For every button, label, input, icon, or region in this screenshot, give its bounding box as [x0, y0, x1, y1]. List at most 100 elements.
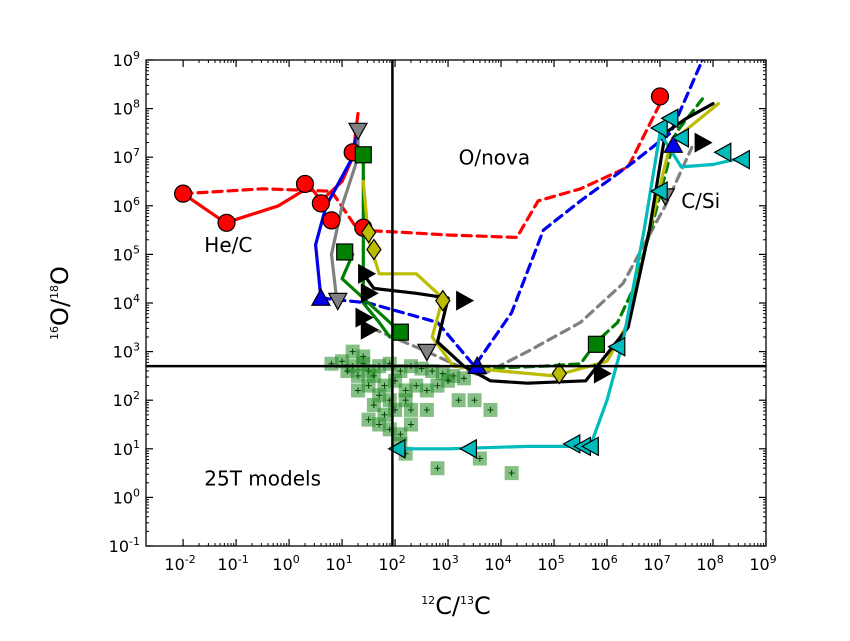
series-line-cyan-solid [393, 131, 747, 451]
model-point [366, 398, 381, 413]
series-marker-blue-solid [310, 287, 331, 306]
series-marker-cyan-solid [713, 142, 732, 163]
series-line-blue-dashed [319, 60, 704, 368]
series-marker-gray-solid [327, 292, 348, 311]
y-tick-label: 108 [113, 98, 140, 119]
x-tick-label: 109 [749, 553, 776, 574]
model-point [430, 461, 445, 476]
series-marker-green-dashed [587, 335, 606, 353]
x-tick-label: 108 [696, 553, 723, 574]
model-point [419, 383, 434, 398]
x-tick-label: 103 [431, 553, 458, 574]
model-point [430, 378, 445, 393]
model-point [451, 393, 466, 408]
series-marker-black-solid [360, 283, 379, 304]
series-line-red-solid [181, 111, 360, 225]
y-tick-label: 107 [113, 146, 140, 167]
region-annotations: He/C O/nova C/Si 25T models [204, 145, 720, 490]
series-marker-cyan-solid [607, 336, 626, 357]
plot-area [145, 59, 767, 547]
model-point [372, 417, 387, 432]
series-marker-green-solid [391, 323, 409, 341]
series-marker-black-solid [456, 290, 475, 311]
model-point-cloud [324, 344, 519, 481]
series-marker-cyan-solid [670, 127, 690, 148]
series-marker-cyan-solid [562, 433, 581, 454]
series-marker-cyan-solid [458, 438, 477, 459]
model-point [403, 417, 418, 432]
model-point [419, 402, 434, 417]
annotation-o-nova: O/nova [459, 145, 530, 169]
series-marker-red-dashed [650, 87, 670, 106]
model-point [456, 371, 471, 386]
y-axis-title: 16O/18O [46, 266, 74, 340]
series-marker-black-solid [694, 132, 713, 153]
series-marker-cyan-solid [660, 108, 679, 129]
x-tick-label: 10-1 [217, 553, 248, 574]
model-point [356, 349, 371, 364]
series-marker-yellow-solid [366, 238, 382, 261]
x-tick-label: 10-2 [164, 553, 195, 574]
series-marker-cyan-solid [731, 149, 751, 170]
model-point [409, 378, 424, 393]
series-marker-cyan-solid [649, 117, 668, 139]
y-tick-label: 103 [113, 341, 140, 362]
x-tick-label: 105 [537, 553, 564, 574]
x-axis-title: 12C/13C [421, 592, 491, 620]
model-point [425, 364, 440, 379]
y-tick-label: 105 [113, 243, 140, 264]
series-marker-cyan-solid [580, 436, 599, 457]
series-marker-blue-dashed [663, 134, 684, 153]
x-tick-label: 104 [484, 553, 511, 574]
series-marker-red-solid [295, 174, 315, 194]
series-marker-gray-solid [347, 122, 369, 141]
model-point [361, 412, 376, 427]
series-line-black-solid [361, 102, 715, 385]
series-marker-yellow-solid [360, 221, 377, 244]
y-tick-label: 109 [113, 49, 140, 70]
x-tick-label: 100 [272, 553, 299, 574]
y-tick-label: 10-1 [109, 535, 140, 556]
axis-ticks: 10-2 10-1 100 101 102 103 104 105 106 107 108 109 10… [109, 49, 777, 574]
model-point [345, 344, 360, 359]
series-marker-gray-dashed [416, 343, 437, 362]
series-marker-red-solid [311, 194, 330, 213]
series-line-green-dashed [478, 97, 704, 371]
x-tick-label: 107 [643, 553, 670, 574]
series-line-red-dashed [181, 102, 662, 239]
annotation-models: 25T models [204, 466, 321, 490]
series-marker-cyan-solid [649, 181, 668, 202]
model-point [441, 373, 456, 388]
model-point [483, 402, 498, 417]
model-point [350, 383, 365, 398]
series-marker-yellow-solid [435, 289, 451, 312]
series-marker-red-solid [217, 213, 236, 232]
annotation-c-si: C/Si [681, 189, 720, 213]
model-point [340, 364, 355, 379]
annotation-he-c: He/C [204, 233, 252, 257]
y-tick-label: 100 [113, 486, 140, 507]
x-tick-label: 106 [590, 553, 617, 574]
series-marker-red-solid [322, 211, 341, 230]
y-tick-label: 101 [113, 438, 140, 459]
model-point [504, 466, 519, 481]
series-marker-black-solid [358, 263, 377, 284]
series-marker-black-solid [360, 319, 379, 340]
x-tick-label: 102 [378, 553, 405, 574]
model-point [403, 402, 418, 417]
plot-clip-group [173, 60, 751, 481]
series-line-gray-dashed [356, 145, 694, 378]
axis-titles: 12C/13C 16O/18O [46, 266, 491, 620]
series-marker-yellow-solid [551, 362, 568, 385]
series-marker-black-solid [593, 363, 612, 384]
series-marker-green-solid [354, 146, 372, 164]
series-marker-green-solid [336, 243, 354, 261]
model-point [350, 368, 365, 383]
y-tick-label: 106 [113, 195, 140, 216]
model-point [467, 393, 482, 408]
x-tick-label: 101 [325, 553, 352, 574]
y-tick-label: 102 [113, 389, 140, 410]
model-point [361, 378, 376, 393]
y-tick-label: 104 [113, 292, 140, 313]
